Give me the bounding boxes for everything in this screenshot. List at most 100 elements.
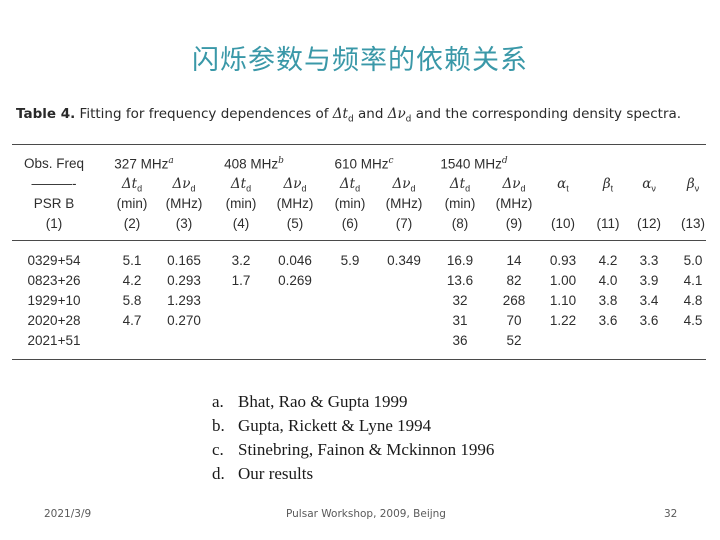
header-beta-t: βt [602, 176, 614, 194]
header-alpha-nu: αν [642, 176, 656, 194]
header-unit-mhz: (MHz) [276, 196, 314, 211]
caption-label: Table 4. [16, 106, 76, 122]
header-column-number: (5) [286, 216, 304, 231]
header-column-number: (1) [45, 216, 63, 231]
table-cell: 4.2 [122, 273, 142, 288]
table-cell: 52 [506, 333, 522, 348]
header-column-number: (8) [451, 216, 469, 231]
header-column-number: (6) [341, 216, 359, 231]
table-cell: 1.22 [549, 313, 577, 328]
table-header-rule [12, 240, 706, 241]
table-cell-psr: 2020+28 [27, 313, 81, 328]
table-cell: 5.0 [683, 253, 703, 268]
reference-item: c. Stinebring, Fainon & Mckinnon 1996 [212, 440, 495, 459]
caption-and: and [358, 106, 384, 122]
table-cell-psr: 0329+54 [27, 253, 81, 268]
table-cell: 16.9 [446, 253, 474, 268]
reference-item: a. Bhat, Rao & Gupta 1999 [212, 392, 408, 411]
table-cell: 70 [506, 313, 522, 328]
table-cell: 0.046 [278, 253, 312, 268]
footer-page: 32 [664, 508, 678, 520]
header-column-number: (2) [123, 216, 141, 231]
header-unit-min: (min) [116, 196, 148, 211]
header-alpha-t: αt [557, 176, 569, 194]
header-column-number: (7) [395, 216, 413, 231]
header-unit-min: (min) [444, 196, 476, 211]
header-unit-mhz: (MHz) [165, 196, 203, 211]
table-caption: Table 4. Fitting for frequency dependenc… [16, 106, 681, 125]
table-cell: 1.00 [549, 273, 577, 288]
header-column-number: (3) [175, 216, 193, 231]
table-cell: 0.349 [387, 253, 421, 268]
table-cell: 1.293 [167, 293, 201, 308]
header-nud: Δνd [283, 176, 307, 194]
caption-text-after: and the corresponding density spectra. [415, 106, 682, 122]
table-cell: 1.10 [549, 293, 577, 308]
header-obs-freq: Obs. Freq [23, 156, 85, 171]
table-cell: 3.2 [231, 253, 251, 268]
header-beta-nu: βν [686, 176, 700, 194]
header-psr: PSR B [33, 196, 75, 211]
table-cell: 4.1 [683, 273, 703, 288]
table-cell: 3.6 [639, 313, 659, 328]
header-column-number: (4) [232, 216, 250, 231]
caption-text-before: Fitting for frequency dependences of [79, 106, 329, 122]
header-nud: Δνd [502, 176, 526, 194]
table-cell: 4.8 [683, 293, 703, 308]
table-cell: 3.6 [598, 313, 618, 328]
table-image: Table 4. Fitting for frequency dependenc… [12, 100, 706, 362]
header-td: Δtd [449, 176, 471, 194]
table-cell: 1.7 [231, 273, 251, 288]
header-freq-408: 408 MHzb [224, 156, 284, 172]
header-unit-min: (min) [334, 196, 366, 211]
header-nud: Δνd [392, 176, 416, 194]
header-column-number: (10) [550, 216, 576, 231]
footer-date: 2021/3/9 [44, 508, 92, 520]
header-column-number: (13) [680, 216, 706, 231]
table-bottom-rule [12, 359, 706, 360]
header-dash: ———- [31, 176, 77, 191]
header-freq-1540: 1540 MHzd [440, 156, 508, 172]
table-cell: 36 [452, 333, 468, 348]
table-cell: 3.8 [598, 293, 618, 308]
table-cell-psr: 0823+26 [27, 273, 81, 288]
reference-list: a. Bhat, Rao & Gupta 1999 b. Gupta, Ricket… [212, 390, 494, 486]
table-cell: 14 [506, 253, 522, 268]
header-unit-mhz: (MHz) [495, 196, 533, 211]
caption-nud: Δν [387, 106, 406, 122]
table-cell: 5.8 [122, 293, 142, 308]
table-cell: 0.270 [167, 313, 201, 328]
caption-td: Δt [332, 106, 348, 122]
table-cell: 0.293 [167, 273, 201, 288]
table-cell: 268 [502, 293, 526, 308]
table-cell: 5.1 [122, 253, 142, 268]
header-unit-min: (min) [225, 196, 257, 211]
table-cell: 82 [506, 273, 522, 288]
table-cell: 31 [452, 313, 468, 328]
table-cell: 0.93 [549, 253, 577, 268]
table-cell: 5.9 [340, 253, 360, 268]
table-cell: 0.269 [278, 273, 312, 288]
header-column-number: (9) [505, 216, 523, 231]
caption-td-sub: d [347, 114, 354, 125]
header-nud: Δνd [172, 176, 196, 194]
table-cell: 3.3 [639, 253, 659, 268]
table-cell: 4.5 [683, 313, 703, 328]
header-freq-610: 610 MHzc [334, 156, 394, 172]
footer-center: Pulsar Workshop, 2009, Beijng [286, 508, 446, 520]
reference-item: b. Gupta, Rickett & Lyne 1994 [212, 416, 432, 435]
header-freq-327: 327 MHza [114, 156, 174, 172]
table-cell: 32 [452, 293, 468, 308]
table-cell: 3.9 [639, 273, 659, 288]
header-unit-mhz: (MHz) [385, 196, 423, 211]
table-cell-psr: 1929+10 [27, 293, 81, 308]
table-cell: 3.4 [639, 293, 659, 308]
reference-item: d. Our results [212, 464, 314, 483]
header-column-number: (12) [636, 216, 662, 231]
header-td: Δtd [339, 176, 361, 194]
header-column-number: (11) [596, 216, 620, 231]
table-top-rule [12, 144, 706, 145]
table-cell: 4.7 [122, 313, 142, 328]
header-td: Δtd [230, 176, 252, 194]
slide-title: 闪烁参数与频率的依赖关系 [192, 45, 528, 76]
